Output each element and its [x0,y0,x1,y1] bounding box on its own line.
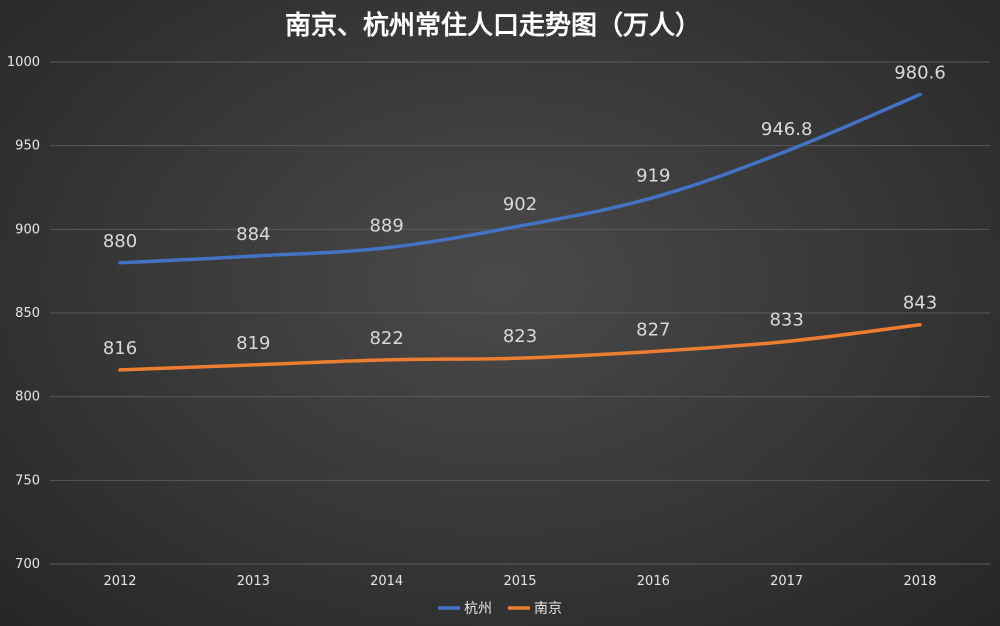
data-label: 833 [769,309,803,330]
x-tick-label: 2018 [903,574,936,589]
data-label: 946.8 [761,119,813,140]
x-tick-label: 2012 [103,574,136,589]
data-label: 827 [636,319,670,340]
data-labels: 880 884 889 902 919 946.8 980.6 816 819 822 823 827… [103,62,946,358]
data-label: 880 [103,231,137,252]
x-axis: 2012 2013 2014 2015 2016 2017 2018 [103,574,936,589]
data-label: 819 [236,333,270,354]
data-label: 816 [103,338,137,359]
x-tick-label: 2017 [770,574,803,589]
gridlines [50,61,990,565]
data-label: 884 [236,224,270,245]
series-line [118,92,922,265]
x-tick-label: 2015 [503,574,536,589]
x-tick-label: 2016 [637,574,670,589]
data-label: 980.6 [894,62,946,83]
y-tick-label: 750 [15,473,40,488]
data-label: 823 [503,326,537,347]
x-tick-label: 2014 [370,574,403,589]
data-label: 822 [369,328,403,349]
y-tick-label: 800 [15,390,40,405]
chart-title: 南京、杭州常住人口走势图（万人） [285,10,701,41]
legend-label: 杭州 [464,601,492,617]
series-lines [118,92,922,372]
legend-label: 南京 [534,601,562,617]
data-label: 843 [903,293,937,314]
data-label: 902 [503,194,537,215]
x-tick-label: 2013 [237,574,270,589]
y-tick-label: 900 [15,222,40,237]
y-tick-label: 850 [15,306,40,321]
y-axis: 700 750 800 850 900 950 1000 [7,55,40,572]
y-tick-label: 950 [15,139,40,154]
y-tick-label: 1000 [7,55,40,70]
legend: 杭州 南京 [438,601,562,617]
data-label: 919 [636,166,670,187]
data-label: 889 [369,216,403,237]
series-line [118,322,922,372]
y-tick-label: 700 [15,557,40,572]
